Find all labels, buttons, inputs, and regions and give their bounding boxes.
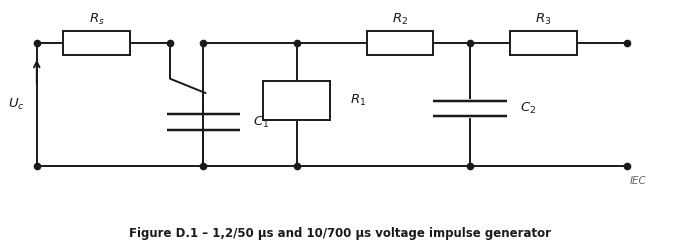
Text: $R_1$: $R_1$ xyxy=(350,93,367,108)
Text: Figure D.1 – 1,2/50 μs and 10/700 μs voltage impulse generator: Figure D.1 – 1,2/50 μs and 10/700 μs vol… xyxy=(129,227,551,240)
Text: $R_s$: $R_s$ xyxy=(89,12,105,27)
Text: $U_c$: $U_c$ xyxy=(8,97,24,112)
Text: $R_2$: $R_2$ xyxy=(392,12,408,27)
Bar xyxy=(367,31,433,55)
Text: $R_3$: $R_3$ xyxy=(535,12,551,27)
Text: $C_1$: $C_1$ xyxy=(254,115,269,130)
Bar xyxy=(510,31,577,55)
Bar xyxy=(263,81,330,120)
Text: $C_2$: $C_2$ xyxy=(520,101,536,116)
Text: IEC: IEC xyxy=(630,176,647,186)
Bar xyxy=(63,31,130,55)
